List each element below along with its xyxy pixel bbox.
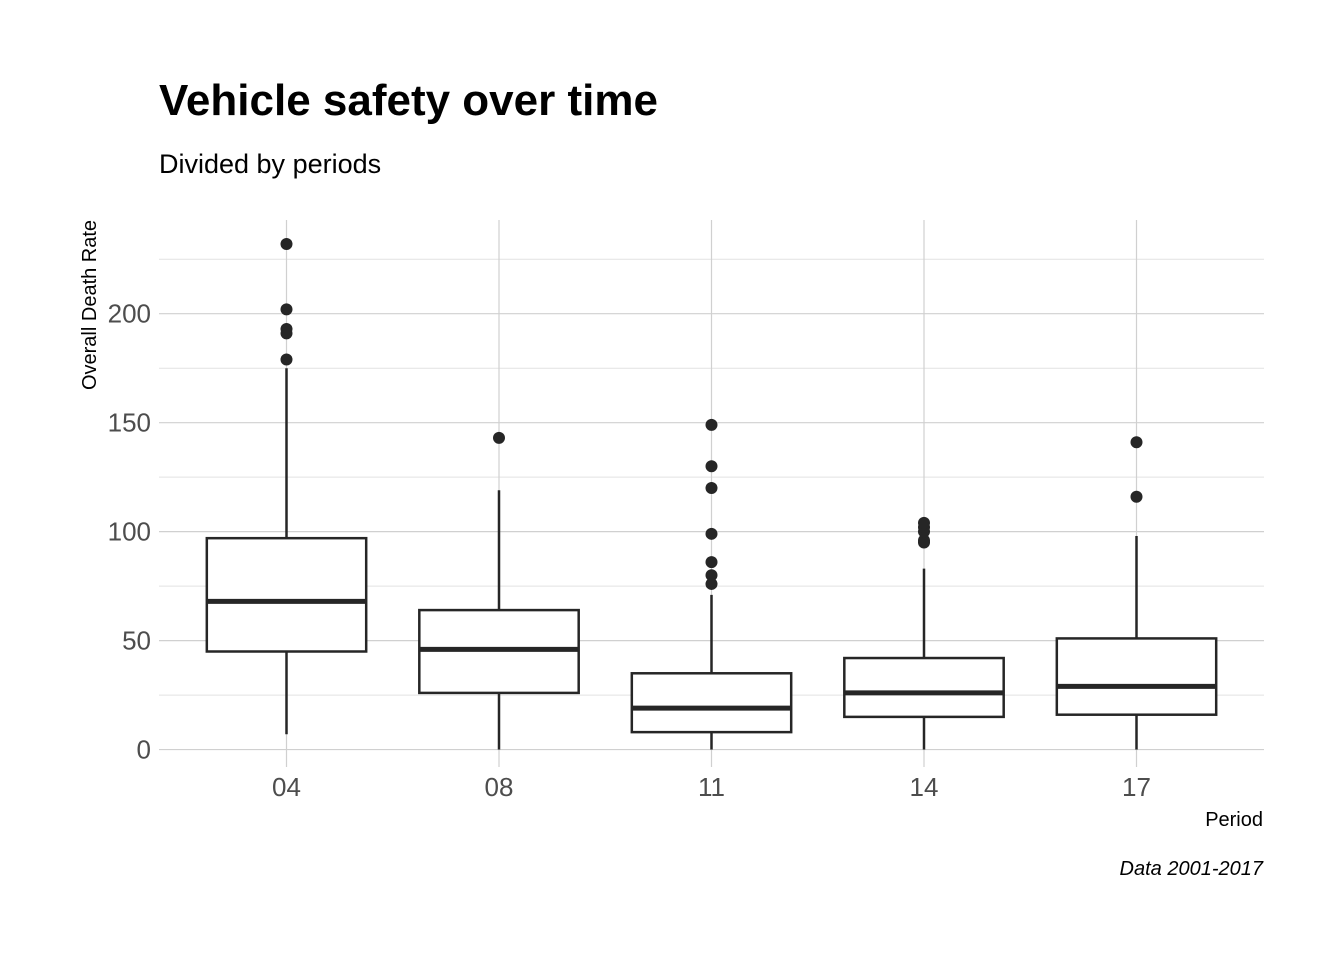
outlier-point	[280, 303, 293, 316]
box-08	[418, 431, 580, 750]
box-14	[843, 516, 1005, 750]
x-tick-label: 11	[698, 772, 725, 802]
y-tick-label: 50	[122, 626, 151, 656]
chart-title: Vehicle safety over time	[159, 76, 658, 125]
outlier-point	[280, 322, 293, 335]
outlier-point	[705, 527, 718, 540]
box-body	[630, 672, 793, 734]
y-axis-title: Overall Death Rate	[79, 220, 101, 390]
chart-caption: Data 2001-2017	[1120, 858, 1264, 880]
x-tick-label: 08	[485, 772, 514, 802]
y-tick-label: 200	[108, 299, 151, 329]
boxplots	[205, 237, 1218, 750]
outlier-point	[1130, 436, 1143, 449]
outlier-point	[918, 534, 930, 547]
x-tick-label: 17	[1122, 772, 1151, 802]
x-tick-label: 04	[272, 772, 301, 802]
outlier-point	[705, 556, 718, 569]
outlier-point	[705, 418, 718, 431]
outlier-point	[705, 577, 718, 590]
y-tick-label: 150	[108, 408, 151, 438]
box-04	[205, 237, 368, 735]
box-11	[630, 418, 793, 750]
y-tick-label: 100	[108, 517, 151, 547]
box-body	[205, 536, 368, 653]
outlier-point	[493, 431, 505, 444]
y-tick-label: 0	[137, 735, 151, 765]
x-axis-title: Period	[1205, 809, 1263, 831]
outlier-point	[705, 460, 718, 473]
box-17	[1055, 436, 1218, 750]
outlier-point	[280, 237, 293, 250]
outlier-point	[280, 353, 293, 366]
x-axis-ticks: 04 08 11 14 17	[272, 772, 1151, 802]
box-body	[843, 656, 1005, 719]
chart-subtitle: Divided by periods	[159, 149, 381, 179]
outlier-point	[705, 569, 718, 582]
outlier-point	[918, 516, 930, 529]
y-axis-ticks: 0 50 100 150 200	[108, 299, 151, 765]
box-body	[1055, 637, 1218, 716]
outlier-point	[705, 482, 718, 495]
outlier-point	[1130, 490, 1143, 503]
x-tick-label: 14	[910, 772, 939, 802]
